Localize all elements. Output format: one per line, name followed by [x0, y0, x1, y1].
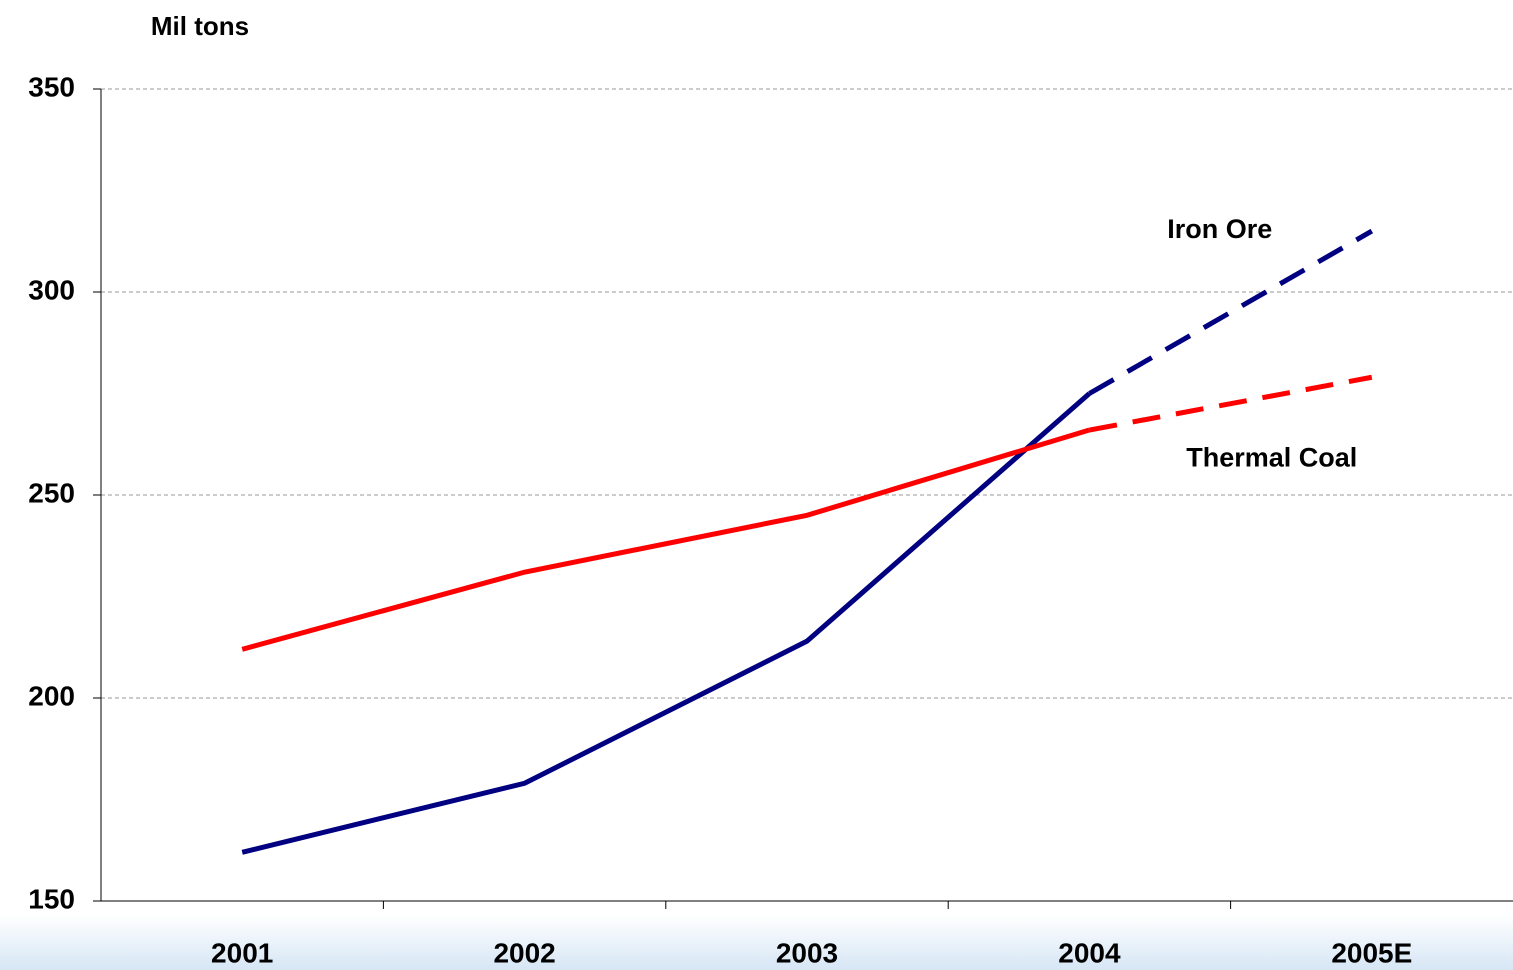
series-label: Iron Ore	[1167, 214, 1272, 244]
y-tick-label: 350	[28, 71, 75, 102]
y-tick-label: 300	[28, 274, 75, 305]
footer-band	[0, 915, 1513, 970]
x-tick-label: 2005E	[1331, 937, 1412, 968]
y-tick-label: 150	[28, 883, 75, 914]
x-tick-label: 2004	[1058, 937, 1121, 968]
x-tick-label: 2001	[211, 937, 273, 968]
y-axis-label: Mil tons	[151, 11, 249, 41]
series-label: Thermal Coal	[1186, 442, 1357, 472]
series-line	[241, 391, 1092, 855]
forecast-line	[1088, 228, 1374, 396]
x-tick-label: 2002	[493, 937, 555, 968]
x-tick-label: 2003	[776, 937, 838, 968]
series-line	[241, 427, 1091, 652]
forecast-line	[1088, 374, 1373, 433]
y-tick-label: 200	[28, 680, 75, 711]
y-tick-label: 250	[28, 477, 75, 508]
